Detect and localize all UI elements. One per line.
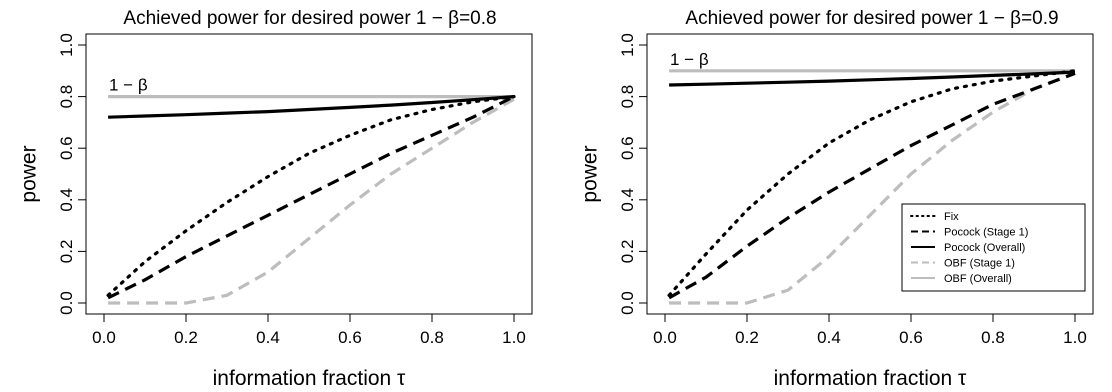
- x-axis-label: information fraction τ: [774, 367, 967, 390]
- chart-title: Achieved power for desired power 1 − β=0…: [685, 8, 1058, 29]
- series-line-pocock-stage-1: [668, 71, 1076, 300]
- plot-frame: [85, 33, 533, 315]
- y-tick-label: 0.6: [618, 136, 637, 160]
- series-line-pocock-overall: [669, 70, 1076, 87]
- chart-panel-1: Achieved power for desired power 1 − β=0…: [17, 8, 533, 390]
- y-axis-label: power: [578, 145, 601, 202]
- y-tick-label: 1.0: [57, 33, 76, 57]
- x-tick-label: 0.6: [338, 328, 362, 347]
- x-tick-label: 0.6: [899, 328, 923, 347]
- x-tick-label: 0.2: [174, 328, 198, 347]
- y-tick-label: 0.4: [57, 188, 76, 212]
- legend-label: Pocock (Overall): [944, 242, 1025, 254]
- x-tick-label: 1.0: [502, 328, 526, 347]
- y-tick-label: 0.2: [618, 240, 637, 264]
- x-tick-label: 0.8: [981, 328, 1005, 347]
- y-tick-label: 0.8: [618, 85, 637, 109]
- x-tick-label: 0.0: [92, 328, 116, 347]
- x-tick-label: 0.2: [735, 328, 759, 347]
- x-tick-label: 0.4: [817, 328, 841, 347]
- series-line-pocock-overall: [108, 95, 515, 119]
- x-tick-label: 0.8: [420, 328, 444, 347]
- x-tick-label: 0.4: [256, 328, 280, 347]
- y-tick-label: 0.8: [57, 85, 76, 109]
- target-power-annotation: 1 − β: [670, 50, 709, 69]
- y-tick-label: 0.0: [618, 291, 637, 315]
- chart-title: Achieved power for desired power 1 − β=0…: [123, 8, 496, 29]
- legend: Fix Pocock (Stage 1) Pocock (Overall) OBF (…: [901, 203, 1086, 292]
- series-line-fix: [106, 94, 516, 297]
- series-line-pocock-stage-1: [107, 95, 515, 300]
- y-tick-label: 0.6: [57, 136, 76, 160]
- plot-frame: [646, 33, 1094, 315]
- y-tick-label: 1.0: [618, 33, 637, 57]
- legend-label: OBF (Stage 1): [944, 258, 1015, 270]
- series-line-fix: [667, 69, 1077, 297]
- y-tick-label: 0.0: [57, 291, 76, 315]
- x-axis-label: information fraction τ: [213, 367, 406, 390]
- y-tick-label: 0.2: [57, 240, 76, 264]
- y-axis-label: power: [17, 145, 40, 202]
- series-line-obf-stage-1: [108, 97, 515, 305]
- chart-panel-2: Achieved power for desired power 1 − β=0…: [578, 8, 1094, 390]
- x-tick-label: 0.0: [653, 328, 677, 347]
- legend-label: Pocock (Stage 1): [944, 227, 1028, 239]
- series-line-obf-stage-1: [669, 71, 1076, 305]
- x-tick-label: 1.0: [1063, 328, 1087, 347]
- y-tick-label: 0.4: [618, 188, 637, 212]
- legend-label: OBF (Overall): [944, 273, 1012, 285]
- legend-label: Fix: [944, 211, 959, 223]
- target-power-annotation: 1 − β: [109, 76, 148, 95]
